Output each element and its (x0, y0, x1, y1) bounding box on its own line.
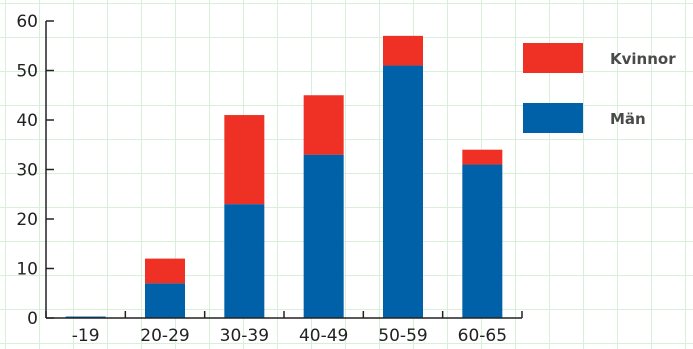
x-tick-label-4: 50-59 (378, 326, 427, 344)
y-tick-label-0: 0 (27, 309, 38, 329)
legend: Kvinnor Män (523, 43, 676, 133)
bar-men-5 (462, 164, 503, 318)
y-tick-label-4: 40 (16, 111, 38, 131)
x-tick-label-3: 40-49 (299, 326, 348, 344)
legend-swatch-men (523, 103, 583, 133)
bar-women-4 (383, 35, 423, 66)
legend-label-men: Män (610, 110, 646, 128)
y-tick-label-6: 60 (16, 12, 38, 32)
legend-swatch-women (523, 43, 583, 73)
x-tick-label-1: 20-29 (140, 326, 189, 344)
x-tick-label-5: 60-65 (458, 326, 507, 344)
bar-women-3 (303, 95, 344, 155)
y-tick-label-5: 50 (16, 62, 38, 82)
axes-layer: 0 10 20 30 40 50 60 -19 20-29 30-39 40-49 50-59 60-6… (16, 12, 523, 346)
bars-layer (65, 35, 503, 318)
y-tick-label-1: 10 (16, 260, 38, 280)
bar-women-5 (462, 149, 503, 165)
y-tick-label-3: 30 (16, 161, 38, 181)
bar-women-1 (145, 258, 185, 284)
x-tick-label-0: -19 (72, 326, 100, 344)
bar-women-2 (224, 115, 265, 205)
bar-men-1 (145, 283, 185, 318)
x-tick-label-2: 30-39 (220, 326, 269, 344)
bar-men-2 (224, 204, 265, 318)
bar-men-3 (303, 154, 344, 318)
legend-label-women: Kvinnor (610, 50, 676, 68)
bar-men-4 (383, 65, 423, 318)
y-tick-label-2: 20 (16, 210, 38, 230)
